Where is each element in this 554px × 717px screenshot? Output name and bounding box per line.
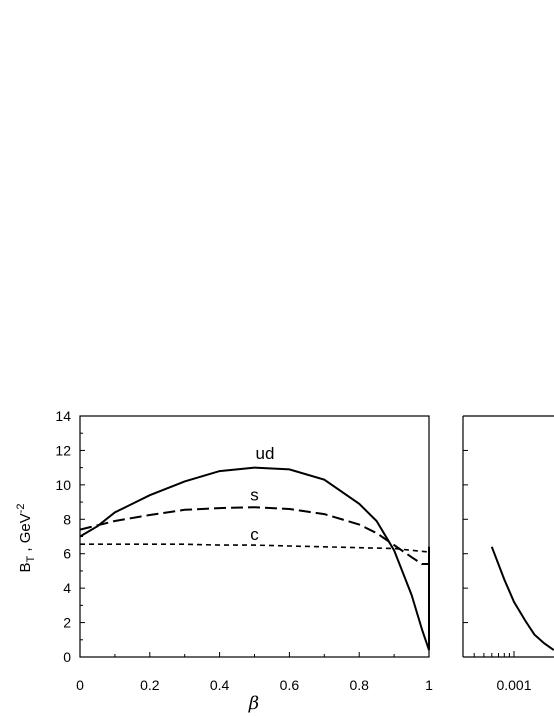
x-tick-label: 0 <box>76 677 84 693</box>
x-tick-label: 0.6 <box>280 677 300 693</box>
secondary-plot-ticks <box>463 415 515 658</box>
y-axis-title-rest: , GeV <box>17 513 34 556</box>
y-tick-label: 8 <box>63 511 71 527</box>
x-tick-label: 1 <box>425 677 433 693</box>
y-axis-title-main: B <box>17 563 34 573</box>
y-axis-title-sub: T <box>25 556 37 563</box>
curve-label-s: s <box>250 485 259 504</box>
y-axis-title-sup: -2 <box>15 503 27 513</box>
y-tick-label: 0 <box>63 649 71 665</box>
series-line-s <box>79 506 429 565</box>
secondary-series-line <box>490 546 554 651</box>
series-line-ud <box>79 466 430 651</box>
x-tick-label: 0.2 <box>140 677 160 693</box>
y-tick-label: 4 <box>63 580 71 596</box>
main-curve-labels: ud s c <box>250 444 274 544</box>
y-tick-label: 12 <box>55 442 71 458</box>
main-tick-labels: 0 2 4 6 8 10 12 14 0 0.2 0.4 0.6 0.8 1 <box>55 408 433 693</box>
x-tick-label: 0.4 <box>210 677 230 693</box>
x-axis-title: β <box>248 693 259 714</box>
y-axis-title: BT , GeV-2 <box>15 503 37 572</box>
y-tick-label: 14 <box>55 408 71 424</box>
y-tick-label: 2 <box>63 615 71 631</box>
series-line-c <box>80 543 430 553</box>
secondary-plot: 0.001 <box>462 415 554 693</box>
x-tick-label: 0.8 <box>349 677 369 693</box>
y-tick-label: 6 <box>63 546 71 562</box>
secondary-x-tick-label: 0.001 <box>496 677 531 693</box>
secondary-plot-series <box>490 546 554 651</box>
y-tick-label: 10 <box>55 477 71 493</box>
curve-label-ud: ud <box>256 444 275 463</box>
curve-label-c: c <box>250 525 259 544</box>
main-series <box>79 466 430 651</box>
